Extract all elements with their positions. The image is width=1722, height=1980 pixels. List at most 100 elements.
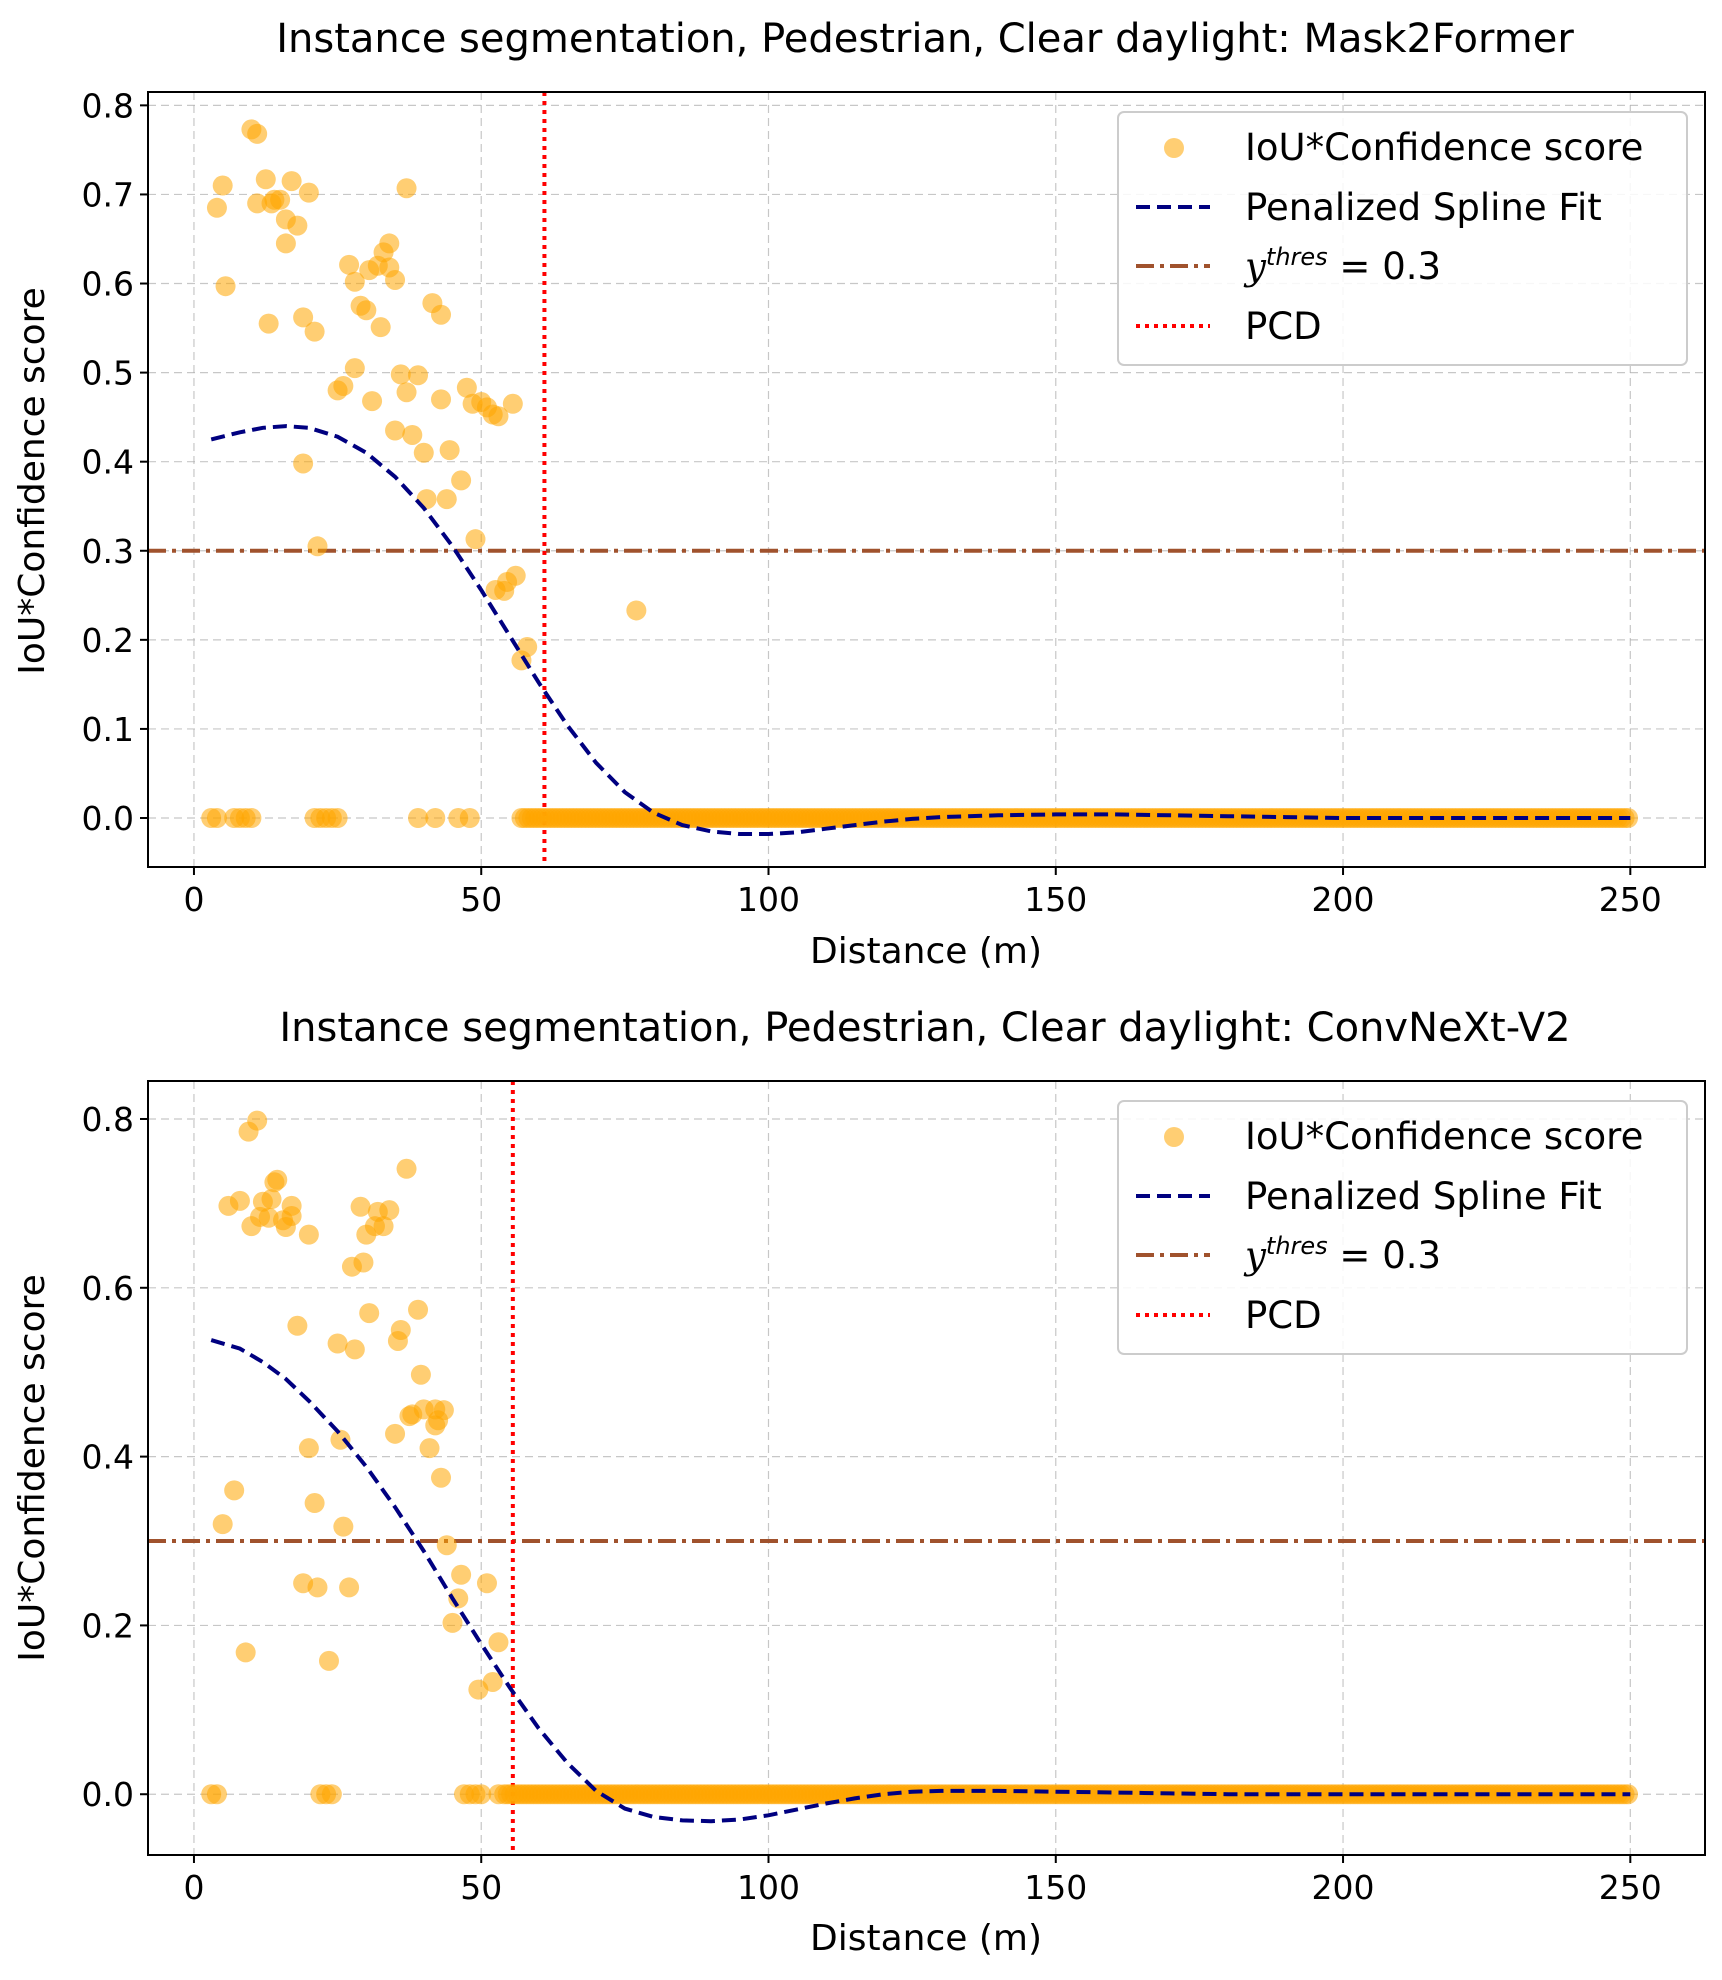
legend-label-threshold: ythres = 0.3	[1243, 243, 1441, 288]
legend-scatter-marker	[1164, 1127, 1184, 1147]
scatter-point	[379, 233, 400, 254]
legend: IoU*Confidence score Penalized Spline Fi…	[1117, 111, 1688, 366]
scatter-point	[270, 189, 291, 210]
spline-fit-line	[210, 1338, 1631, 1824]
scatter-point	[215, 276, 236, 297]
scatter-point	[488, 1784, 509, 1805]
scatter-point	[281, 171, 302, 192]
scatter-point	[385, 420, 406, 441]
scatter-point	[373, 1216, 394, 1237]
scatter-point	[298, 1438, 319, 1459]
scatter-point	[293, 453, 314, 474]
scatter-point	[359, 1303, 380, 1324]
scatter-point	[390, 364, 411, 385]
legend-label-scatter: IoU*Confidence score	[1245, 1115, 1643, 1158]
scatter-point	[385, 1423, 406, 1444]
scatter-point	[488, 406, 509, 427]
legend-threshold-superscript: thres	[1266, 1232, 1328, 1260]
scatter-point	[298, 182, 319, 203]
x-tick-label: 200	[1312, 880, 1375, 919]
scatter-point	[350, 1196, 371, 1217]
legend-threshold-value: = 0.3	[1328, 1234, 1441, 1277]
x-axis-label: Distance (m)	[810, 1918, 1042, 1959]
x-tick-label: 100	[737, 880, 800, 919]
scatter-point	[281, 1206, 302, 1227]
y-tick-label: 0.6	[82, 1269, 134, 1308]
scatter-point	[408, 1299, 429, 1320]
scatter-point	[206, 197, 227, 218]
legend-label-pcd: PCD	[1245, 1294, 1322, 1337]
scatter-point	[224, 1480, 245, 1501]
scatter-point	[344, 358, 365, 379]
legend-box	[1117, 1100, 1688, 1355]
x-tick-label: 100	[737, 1868, 800, 1907]
y-axis-label: IoU*Confidence score	[12, 287, 53, 675]
scatter-point	[304, 1493, 325, 1514]
legend-threshold-variable: y	[1243, 1234, 1267, 1277]
scatter-point	[451, 470, 472, 491]
scatter-point	[321, 1784, 342, 1805]
x-tick-label: 0	[183, 1868, 204, 1907]
y-tick-label: 0.5	[82, 354, 134, 393]
scatter-point	[471, 1784, 492, 1805]
scatter-point	[212, 1514, 233, 1535]
scatter-point	[517, 636, 538, 657]
scatter-point	[396, 178, 417, 199]
legend-threshold-variable: y	[1243, 245, 1267, 288]
scatter-point	[287, 1315, 308, 1336]
scatter-point	[261, 1189, 282, 1210]
scatter-point	[330, 1429, 351, 1450]
scatter-point	[433, 1400, 454, 1421]
scatter-point	[247, 123, 268, 144]
scatter-point	[229, 1190, 250, 1211]
scatter-point	[241, 808, 262, 829]
scatter-point	[293, 307, 314, 328]
scatter-point	[482, 1671, 503, 1692]
scatter-point	[626, 600, 647, 621]
spline-fit-line	[210, 424, 1631, 836]
chart-title: Instance segmentation, Pedestrian, Clear…	[276, 16, 1574, 62]
legend-label-spline: Penalized Spline Fit	[1245, 186, 1602, 229]
scatter-point	[362, 391, 383, 412]
scatter-point	[436, 489, 457, 510]
scatter-point	[333, 375, 354, 396]
axis-ticks: 0 50 100 150 200 250 0.0 0.1 0.2 0.3 0.4 0.5 0.6 0.7 0…	[82, 86, 1662, 919]
legend-scatter-marker	[1164, 138, 1184, 158]
legend-label-scatter: IoU*Confidence score	[1245, 126, 1643, 169]
y-axis-label: IoU*Confidence score	[12, 1274, 53, 1662]
scatter-point	[385, 269, 406, 290]
scatter-point	[465, 529, 486, 550]
legend-label-spline: Penalized Spline Fit	[1245, 1175, 1602, 1218]
scatter-point	[327, 1333, 348, 1354]
scatter-point	[451, 1564, 472, 1585]
legend: IoU*Confidence score Penalized Spline Fi…	[1117, 1100, 1688, 1355]
scatter-point	[333, 1516, 354, 1537]
scatter-point	[410, 1364, 431, 1385]
grid	[148, 1081, 1705, 1855]
legend-label-threshold: ythres = 0.3	[1243, 1232, 1441, 1277]
y-tick-label: 0.3	[82, 532, 134, 571]
y-tick-label: 0.1	[82, 710, 134, 749]
scatter-point	[318, 1650, 339, 1671]
scatter-point	[287, 215, 308, 236]
scatter-point	[413, 442, 434, 463]
x-tick-label: 50	[460, 880, 502, 919]
x-tick-label: 150	[1024, 880, 1087, 919]
chart-panel-convnext-v2: Instance segmentation, Pedestrian, Clear…	[12, 1005, 1706, 1959]
scatter-point	[247, 1110, 268, 1131]
y-tick-label: 0.4	[82, 1438, 134, 1477]
scatter-point	[456, 377, 477, 398]
x-axis-label: Distance (m)	[810, 931, 1042, 972]
legend-box	[1117, 111, 1688, 366]
scatter-point	[419, 1438, 440, 1459]
x-tick-label: 250	[1599, 880, 1662, 919]
scatter-point	[235, 1642, 256, 1663]
axis-ticks: 0 50 100 150 200 250 0.0 0.2 0.4 0.6 0.8	[82, 1100, 1662, 1907]
scatter-point	[267, 1169, 288, 1190]
y-tick-label: 0.0	[82, 1775, 134, 1814]
scatter-point	[247, 193, 268, 214]
scatter-point	[353, 1252, 374, 1273]
scatter-series	[201, 1110, 1639, 1805]
y-tick-label: 0.0	[82, 799, 134, 838]
scatter-point	[402, 424, 423, 445]
